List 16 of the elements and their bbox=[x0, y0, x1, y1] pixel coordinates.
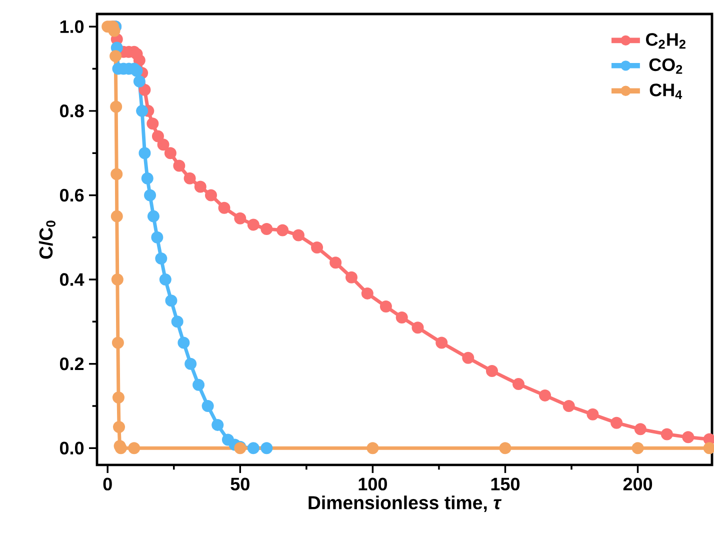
x-tick-label: 200 bbox=[623, 478, 652, 490]
legend-label: CO$_{2}$ bbox=[649, 58, 682, 74]
legend-label: CH$_{4}$ bbox=[650, 84, 682, 100]
y-axis-title: C/C$_{0}$ bbox=[38, 220, 56, 259]
x-axis-title: Dimensionless time, τ bbox=[308, 496, 502, 512]
y-tick-label: 0.4 bbox=[60, 273, 84, 286]
x-tick-label: 150 bbox=[491, 478, 520, 490]
y-tick-label: 1.0 bbox=[60, 20, 84, 33]
y-tick-label: 0.6 bbox=[60, 188, 84, 202]
x-tick-label: 100 bbox=[358, 478, 387, 490]
y-tick-label: 0.8 bbox=[60, 104, 84, 118]
y-tick-label: 0.0 bbox=[60, 442, 84, 454]
y-tick-label: 0.2 bbox=[60, 357, 84, 370]
x-tick-label: 50 bbox=[230, 478, 250, 490]
x-tick-label: 0 bbox=[103, 478, 112, 490]
legend-label: C$_{2}$H$_{2}$ bbox=[646, 33, 686, 49]
